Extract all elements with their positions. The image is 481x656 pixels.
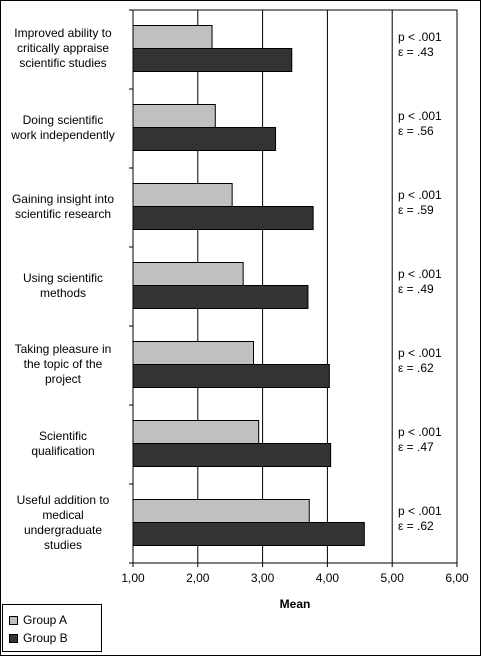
stat-annotation: p < .001 ε = .47 xyxy=(398,425,442,455)
p-value: p < .001 xyxy=(398,30,442,44)
p-value: p < .001 xyxy=(398,425,442,439)
bar-group-b xyxy=(132,443,332,467)
stat-annotation: p < .001 ε = .49 xyxy=(398,267,442,297)
effect-size: ε = .56 xyxy=(398,124,434,138)
legend-label-group-a: Group A xyxy=(23,613,68,627)
legend: Group A Group B xyxy=(2,604,102,652)
bar-group-a xyxy=(132,25,213,49)
category-label-line: scientific research xyxy=(14,206,112,221)
effect-size: ε = .62 xyxy=(398,519,434,533)
category-label: Scientific qualification xyxy=(6,429,120,459)
bar-group-a xyxy=(132,420,260,444)
bar-group-b xyxy=(132,285,309,309)
p-value: p < .001 xyxy=(398,504,442,518)
effect-size: ε = .59 xyxy=(398,203,434,217)
category-label-line: Using scientific xyxy=(22,270,104,285)
x-tick-label: 3,00 xyxy=(251,571,275,585)
bar-group-a xyxy=(132,104,216,128)
stat-annotation: p < .001 ε = .62 xyxy=(398,346,442,376)
category-label-line: project xyxy=(44,372,82,386)
category-label-line: scientific studies xyxy=(19,56,107,70)
x-axis-title: Mean xyxy=(280,597,311,611)
x-tick-label: 2,00 xyxy=(186,571,210,585)
effect-size: ε = .43 xyxy=(398,45,434,59)
category-label-line: undergraduate xyxy=(23,522,103,537)
category-label-line: methods xyxy=(39,285,87,300)
p-value: p < .001 xyxy=(398,188,442,202)
category-label-line: critically appraise xyxy=(16,41,110,55)
category-label-line: the topic of the xyxy=(23,357,103,371)
category-label-line: studies xyxy=(43,537,83,552)
stat-annotation: p < .001 ε = .56 xyxy=(398,109,442,139)
category-label-line: Doing scientific xyxy=(22,112,104,127)
category-label: Using scientific methods xyxy=(6,271,120,301)
category-label-line: work independently xyxy=(11,127,115,142)
bar-group-b xyxy=(132,206,314,230)
stat-annotation: p < .001 ε = .43 xyxy=(398,30,442,60)
bar-group-b xyxy=(132,127,277,151)
bar-group-a xyxy=(132,183,233,207)
category-label-line: Taking pleasure in xyxy=(14,342,112,356)
legend-swatch-group-b xyxy=(9,634,18,643)
p-value: p < .001 xyxy=(398,267,442,281)
x-tick-label: 1,00 xyxy=(121,571,145,585)
category-label: Useful addition to medical undergraduate st… xyxy=(6,493,120,553)
category-label: Gaining insight into scientific research xyxy=(6,192,120,222)
bar-group-a xyxy=(132,262,244,286)
category-label-line: Scientific xyxy=(38,428,88,443)
bar-group-a xyxy=(132,341,255,365)
x-tick-label: 5,00 xyxy=(381,571,405,585)
category-label-line: Gaining insight into xyxy=(11,191,115,206)
effect-size: ε = .62 xyxy=(398,361,434,375)
bar-group-b xyxy=(132,522,365,546)
category-label: Taking pleasure in the topic of the projec… xyxy=(6,342,120,387)
x-tick-label: 4,00 xyxy=(316,571,340,585)
category-label-line: Improved ability to xyxy=(14,26,112,40)
bar-group-b xyxy=(132,364,330,388)
legend-swatch-group-a xyxy=(9,616,18,625)
category-label: Doing scientific work independently xyxy=(6,113,120,143)
stat-annotation: p < .001 ε = .62 xyxy=(398,504,442,534)
category-label-line: Useful addition to xyxy=(16,492,110,507)
p-value: p < .001 xyxy=(398,346,442,360)
bar-group-b xyxy=(132,48,293,72)
p-value: p < .001 xyxy=(398,109,442,123)
category-label-line: medical xyxy=(42,507,84,522)
stat-annotation: p < .001 ε = .59 xyxy=(398,188,442,218)
effect-size: ε = .47 xyxy=(398,440,434,454)
legend-label-group-b: Group B xyxy=(23,631,68,645)
category-label: Improved ability to critically appraise sc… xyxy=(6,26,120,71)
bar-group-a xyxy=(132,499,310,523)
x-tick-label: 6,00 xyxy=(445,571,469,585)
effect-size: ε = .49 xyxy=(398,282,434,296)
category-label-line: qualification xyxy=(31,443,95,458)
